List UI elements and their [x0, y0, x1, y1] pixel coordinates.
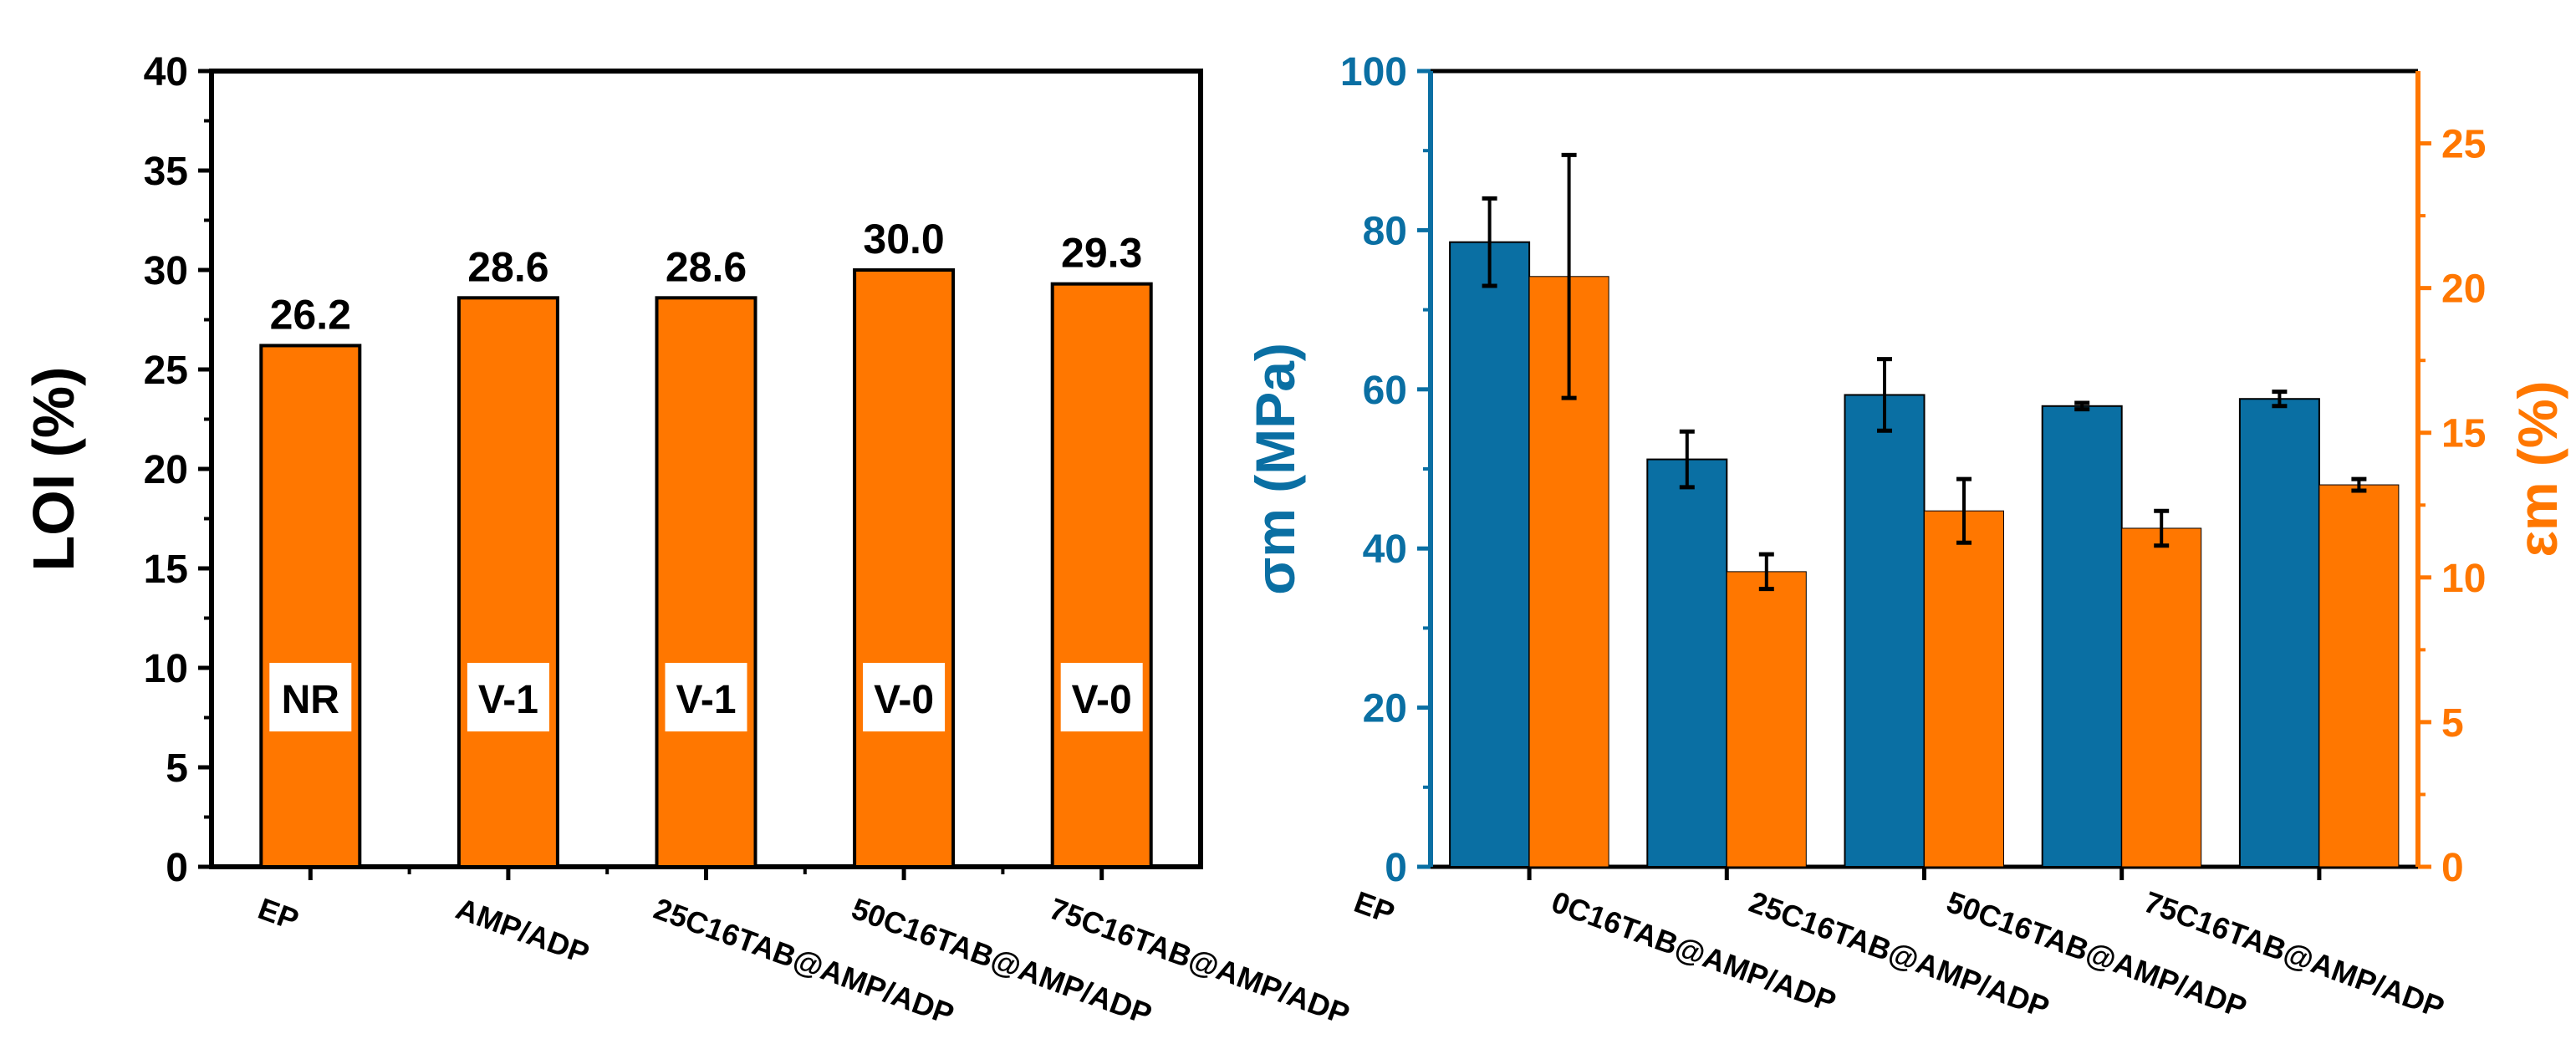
- loi-chart: 0 5 10 15 20 25 30 35 40 LOI (%) 26.2 NR EP 28.6 V-1 AM…: [21, 50, 1354, 1031]
- bar: [1050, 282, 1153, 869]
- right-y-tick-label: 0: [2441, 846, 2464, 890]
- rating-box: [665, 663, 747, 732]
- rating-box: [1060, 663, 1143, 732]
- bar: [457, 296, 559, 868]
- value-label: 29.3: [1061, 230, 1142, 277]
- right-y-tick-label: 10: [2441, 557, 2486, 601]
- y-tick-label: 0: [166, 846, 188, 890]
- x-tick-label: AMP/ADP: [451, 891, 594, 970]
- left-y-axis-label: σm (MPa): [1244, 343, 1306, 595]
- left-y-tick-label: 0: [1385, 846, 1407, 890]
- right-y-tick-label: 25: [2441, 123, 2486, 167]
- rating-box: [863, 663, 946, 732]
- y-tick-label: 10: [144, 647, 188, 691]
- bar-strength: [1844, 394, 1926, 868]
- left-y-tick-label: 80: [1363, 209, 1407, 253]
- rating-box: [467, 663, 549, 732]
- x-tick-label: EP: [254, 891, 304, 937]
- right-y-axis-label: εm (%): [2507, 381, 2568, 558]
- y-tick-label: 5: [166, 746, 188, 791]
- value-label: 30.0: [863, 216, 944, 262]
- bar-strength: [2238, 398, 2320, 868]
- left-y-tick-label: 60: [1363, 369, 1407, 413]
- left-y-tick-label: 40: [1363, 527, 1407, 572]
- bar-elongation: [2121, 527, 2202, 868]
- value-label: 28.6: [467, 243, 548, 290]
- bar-elongation: [1726, 571, 1807, 868]
- y-tick-label: 20: [144, 448, 188, 492]
- right-y-tick-label: 20: [2441, 267, 2486, 312]
- bar-elongation: [2318, 484, 2400, 868]
- right-y-tick-label: 5: [2441, 701, 2464, 746]
- y-tick-label: 40: [144, 50, 188, 94]
- y-axis-label: LOI (%): [21, 367, 86, 572]
- left-y-tick-label: 100: [1340, 50, 1407, 94]
- x-tick-label: EP: [1349, 884, 1399, 930]
- left-y-tick-label: 20: [1363, 687, 1407, 731]
- ul94-rating: NR: [282, 678, 339, 722]
- bar: [853, 268, 956, 868]
- value-label: 28.6: [666, 243, 747, 290]
- value-label: 26.2: [270, 291, 351, 338]
- ul94-rating: V-1: [676, 678, 736, 722]
- ul94-rating: V-0: [1072, 678, 1132, 722]
- bar-strength: [1646, 458, 1728, 868]
- bar: [655, 296, 757, 868]
- y-tick-label: 35: [144, 150, 188, 194]
- ul94-rating: V-0: [874, 678, 934, 722]
- ul94-rating: V-1: [478, 678, 538, 722]
- bar-elongation: [1924, 510, 2004, 868]
- y-tick-label: 30: [144, 249, 188, 293]
- rating-box: [269, 663, 352, 732]
- bar: [259, 344, 362, 868]
- y-tick-label: 25: [144, 349, 188, 393]
- y-tick-label: 15: [144, 547, 188, 592]
- right-y-tick-label: 15: [2441, 412, 2486, 456]
- bar-strength: [1449, 241, 1531, 868]
- bar-strength: [2041, 405, 2123, 868]
